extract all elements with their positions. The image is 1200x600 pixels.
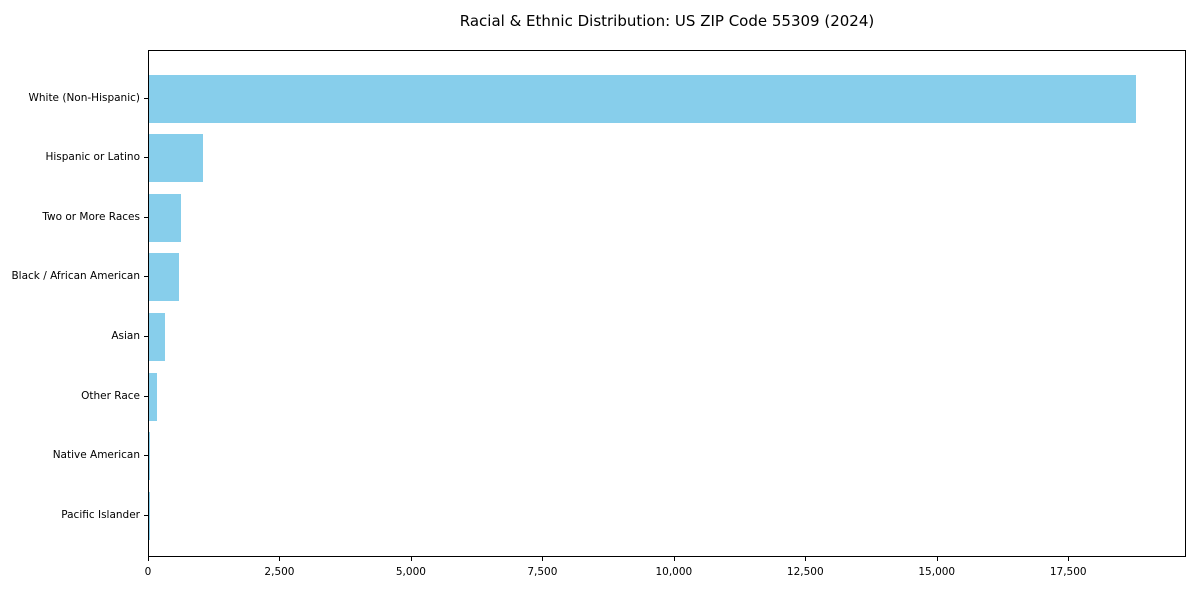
plot-area	[148, 50, 1186, 557]
chart-title: Racial & Ethnic Distribution: US ZIP Cod…	[459, 12, 875, 30]
bar	[149, 432, 151, 481]
bar	[149, 193, 182, 242]
bar	[149, 134, 204, 183]
x-tick-label: 2,500	[264, 566, 295, 578]
y-tick-mark	[144, 395, 148, 397]
y-tick-mark	[144, 97, 148, 99]
y-tick-label: Two or More Races	[42, 210, 140, 223]
y-tick-label: Other Race	[81, 389, 140, 402]
x-tick-mark	[410, 557, 412, 561]
y-tick-mark	[144, 157, 148, 159]
x-tick-label: 7,500	[527, 566, 558, 578]
x-tick-mark	[673, 557, 675, 561]
y-tick-label: Hispanic or Latino	[45, 151, 140, 164]
x-tick-label: 15,000	[918, 566, 956, 578]
x-tick-label: 10,000	[655, 566, 693, 578]
x-tick-mark	[936, 557, 938, 561]
x-tick-mark	[1068, 557, 1070, 561]
y-tick-label: White (Non-Hispanic)	[28, 91, 140, 104]
x-tick-mark	[279, 557, 281, 561]
y-tick-mark	[144, 216, 148, 218]
y-tick-mark	[144, 276, 148, 278]
x-tick-mark	[542, 557, 544, 561]
y-tick-label: Pacific Islander	[61, 508, 140, 521]
y-tick-label: Native American	[52, 449, 140, 462]
y-tick-label: Asian	[111, 329, 140, 342]
bar	[149, 253, 179, 302]
y-tick-label: Black / African American	[11, 270, 140, 283]
x-tick-label: 0	[144, 566, 152, 578]
x-tick-label: 5,000	[395, 566, 426, 578]
bar	[149, 312, 165, 361]
y-tick-mark	[144, 514, 148, 516]
x-tick-mark	[805, 557, 807, 561]
x-tick-mark	[148, 557, 149, 561]
bar	[149, 74, 1136, 123]
x-tick-label: 17,500	[1049, 566, 1087, 578]
y-tick-mark	[144, 455, 148, 457]
y-tick-mark	[144, 335, 148, 337]
x-tick-label: 12,500	[786, 566, 824, 578]
bar	[149, 372, 158, 421]
